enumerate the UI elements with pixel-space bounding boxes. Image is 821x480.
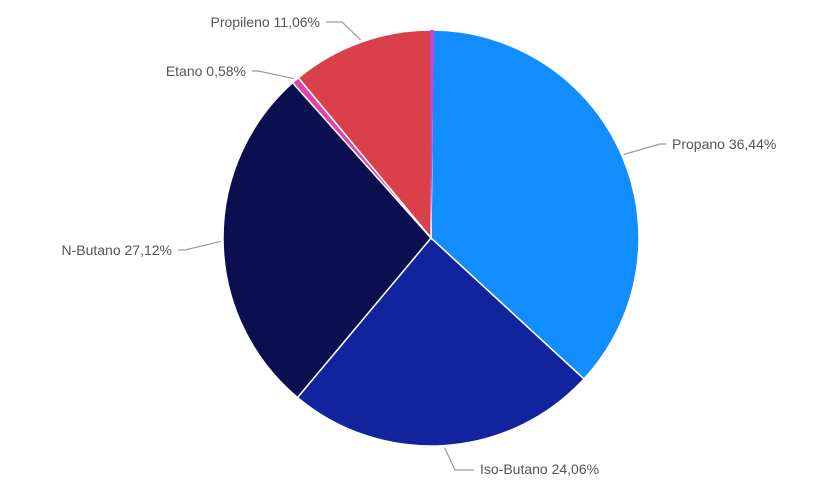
top-seam-marker	[429, 29, 435, 238]
leader-line-propano	[623, 143, 666, 156]
pie-slice-iso-butano[interactable]	[296, 236, 586, 447]
pie-slice-propano[interactable]	[430, 29, 640, 381]
slice-label-propano: Propano 36,44%	[672, 136, 776, 152]
leader-line-n-butano	[178, 240, 222, 251]
slices-layer	[222, 29, 640, 447]
labels-layer: Propano 36,44% Iso-Butano 24,06% N-Butano …	[61, 14, 776, 477]
leader-lines-layer	[178, 21, 666, 471]
slice-label-etano: Etano 0,58%	[166, 63, 246, 79]
slice-label-iso-butano: Iso-Butano 24,06%	[480, 461, 599, 477]
leader-line-iso-butano	[444, 447, 474, 471]
pie-slice-propileno[interactable]	[297, 29, 434, 241]
slice-label-propileno: Propileno 11,06%	[211, 14, 320, 30]
pie-slice-n-butano[interactable]	[222, 81, 432, 399]
slice-label-n-butano: N-Butano 27,12%	[61, 242, 172, 258]
leader-line-etano	[252, 70, 295, 80]
leader-line-propileno	[326, 21, 362, 41]
